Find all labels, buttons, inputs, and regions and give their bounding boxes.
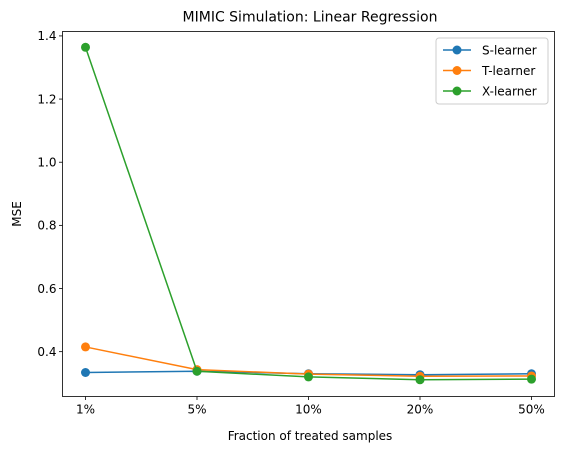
y-tick-label: 0.8	[37, 219, 56, 233]
legend-item-x-learner: X-learner	[443, 84, 537, 98]
legend-marker	[452, 66, 462, 75]
x-tick-label: 5%	[187, 403, 206, 417]
legend-marker	[452, 45, 462, 55]
data-point-x-learner	[192, 366, 202, 376]
series-group	[81, 42, 536, 385]
legend-box	[435, 37, 549, 105]
y-tick-label: 1.4	[37, 29, 56, 43]
legend-item-s-learner: S-learner	[443, 43, 537, 57]
y-axis-label: MSE	[10, 201, 24, 227]
y-tick-label: 0.6	[37, 282, 56, 296]
data-point-x-learner	[415, 375, 425, 385]
series-x-learner	[81, 42, 536, 385]
y-tick-label: 1.2	[37, 92, 56, 106]
legend: S-learner T-learner X-learner	[435, 37, 549, 105]
x-tick-label: 50%	[518, 403, 545, 417]
chart-title: MIMIC Simulation: Linear Regression	[183, 10, 438, 26]
data-point-x-learner	[527, 374, 536, 384]
legend-item-t-learner: T-learner	[443, 64, 535, 78]
data-point-s-learner	[81, 368, 90, 378]
legend-label: T-learner	[481, 64, 535, 78]
data-point-x-learner	[304, 372, 313, 382]
y-axis: 0.4 0.6 0.8 1.0 1.2 1.4	[37, 29, 63, 359]
y-tick-label: 0.4	[37, 345, 56, 359]
x-axis: 1% 5% 10% 20% 50%	[76, 396, 545, 417]
x-tick-label: 10%	[295, 403, 322, 417]
data-point-x-learner	[81, 42, 90, 52]
x-tick-label: 1%	[76, 403, 95, 417]
legend-label: X-learner	[482, 84, 537, 98]
x-tick-label: 20%	[407, 403, 434, 417]
y-tick-label: 1.0	[37, 156, 56, 170]
data-point-t-learner	[81, 342, 90, 352]
legend-marker	[452, 86, 462, 96]
legend-label: S-learner	[482, 43, 537, 57]
x-axis-label: Fraction of treated samples	[228, 429, 393, 443]
